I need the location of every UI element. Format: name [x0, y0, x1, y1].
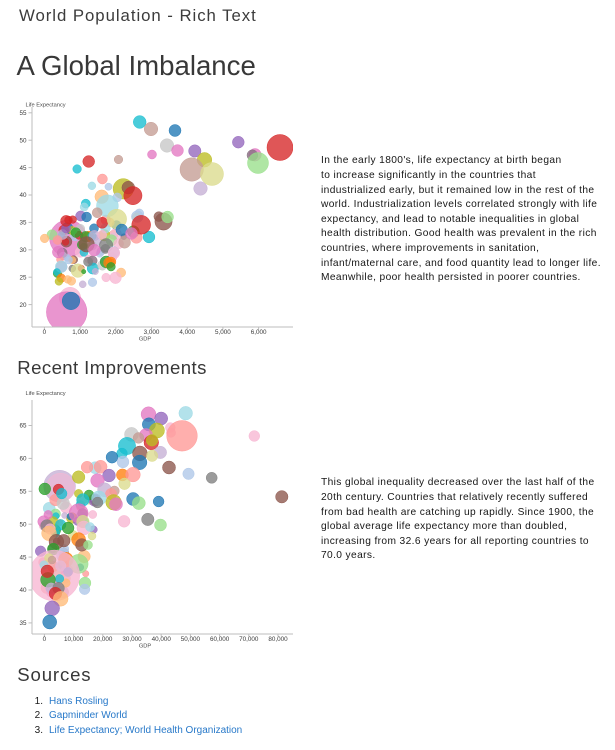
svg-text:GDP: GDP: [139, 337, 152, 343]
svg-text:65: 65: [19, 423, 27, 430]
svg-text:35: 35: [19, 620, 27, 627]
svg-text:10,000: 10,000: [64, 636, 84, 643]
svg-text:20,000: 20,000: [93, 636, 113, 643]
svg-text:60: 60: [19, 456, 27, 463]
svg-text:60,000: 60,000: [210, 636, 230, 643]
svg-text:25: 25: [19, 274, 27, 281]
svg-text:3,000: 3,000: [144, 329, 160, 336]
svg-text:Life Expectancy: Life Expectancy: [26, 391, 66, 397]
svg-text:20: 20: [19, 302, 27, 309]
svg-text:70,000: 70,000: [239, 636, 259, 643]
svg-text:4,000: 4,000: [179, 329, 195, 336]
svg-text:1,000: 1,000: [72, 329, 88, 336]
svg-text:0: 0: [43, 329, 47, 336]
svg-text:GDP: GDP: [139, 644, 152, 650]
svg-text:40: 40: [19, 192, 27, 199]
svg-text:Life Expectancy: Life Expectancy: [26, 103, 66, 109]
svg-text:30: 30: [19, 247, 27, 254]
svg-text:40,000: 40,000: [152, 636, 172, 643]
svg-text:35: 35: [19, 220, 27, 227]
svg-text:55: 55: [19, 110, 27, 117]
svg-text:2,000: 2,000: [108, 329, 124, 336]
svg-text:45: 45: [19, 554, 27, 561]
svg-text:80,000: 80,000: [268, 636, 288, 643]
svg-text:0: 0: [43, 636, 47, 643]
svg-text:50,000: 50,000: [181, 636, 201, 643]
svg-text:5,000: 5,000: [215, 329, 231, 336]
svg-text:45: 45: [19, 165, 27, 172]
svg-text:40: 40: [19, 587, 27, 594]
svg-text:50: 50: [19, 137, 27, 144]
svg-text:30,000: 30,000: [122, 636, 142, 643]
svg-text:6,000: 6,000: [251, 329, 267, 336]
svg-text:50: 50: [19, 521, 27, 528]
svg-text:55: 55: [19, 489, 27, 496]
